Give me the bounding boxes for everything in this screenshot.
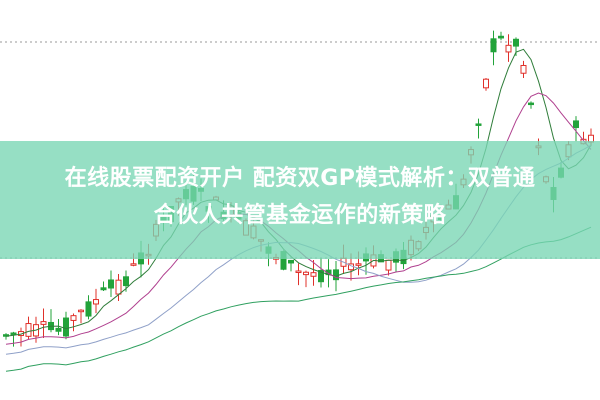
- headline: 在线股票配资开户 配资双GP模式解析：双普通 合伙人共管基金运作的新策略: [0, 160, 600, 234]
- candle-body: [85, 301, 92, 317]
- candle-body: [310, 272, 317, 277]
- ma-line-longest: [5, 226, 592, 372]
- headline-line-1: 在线股票配资开户 配资双GP模式解析：双普通: [64, 166, 536, 191]
- candle-body: [483, 78, 489, 89]
- candle-body: [318, 270, 324, 283]
- candle-body: [40, 321, 47, 325]
- candle-body: [10, 332, 17, 335]
- candle-body: [295, 270, 302, 274]
- candle-body: [130, 263, 137, 266]
- candle-body: [93, 299, 99, 305]
- candle-body: [78, 309, 84, 313]
- candle-body: [520, 64, 527, 74]
- candle-body: [498, 35, 504, 39]
- candle-body: [513, 38, 519, 47]
- candle-body: [385, 259, 392, 271]
- candle-body: [288, 259, 294, 264]
- candle-body: [63, 317, 69, 337]
- candle-body: [303, 271, 309, 276]
- candle-body: [123, 276, 129, 287]
- candle-body: [355, 263, 362, 266]
- candle-body: [573, 120, 579, 129]
- headline-banner: [0, 141, 600, 259]
- candle-body: [25, 323, 32, 337]
- candle-body: [115, 279, 122, 295]
- candle-body: [100, 287, 107, 291]
- candle-body: [108, 279, 114, 289]
- candle-body: [528, 102, 534, 106]
- candle-body: [505, 44, 512, 53]
- candle-body: [70, 315, 77, 321]
- candle-body: [475, 123, 482, 126]
- ma-line-short: [5, 48, 592, 337]
- candle-body: [333, 269, 339, 281]
- candle-body: [490, 38, 497, 53]
- candle-body: [55, 327, 62, 332]
- headline-line-2: 合伙人共管基金运作的新策略: [153, 203, 447, 228]
